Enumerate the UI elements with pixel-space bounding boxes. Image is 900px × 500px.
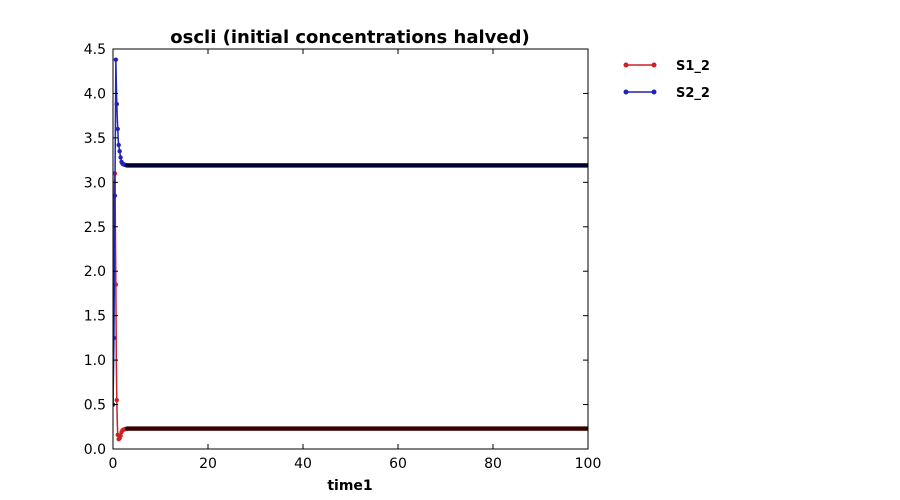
data-point: [114, 397, 120, 403]
y-axis: 0.0 0.5 1.0 1.5 2.0 2.5 3.0 3.5 4.0 4.5: [84, 42, 588, 458]
data-point: [585, 163, 588, 168]
x-tick-label: 60: [389, 456, 407, 472]
chart-title: oscli (initial concentrations halved): [170, 27, 529, 48]
series-line: [113, 173, 588, 441]
y-tick-label: 3.0: [84, 175, 106, 191]
legend-label: S1_2: [676, 59, 710, 74]
y-tick-label: 0.0: [84, 442, 106, 458]
x-tick-label: 80: [484, 456, 502, 472]
y-tick-label: 1.0: [84, 353, 106, 369]
data-point: [116, 142, 121, 148]
data-point: [113, 335, 117, 341]
x-tick-label: 40: [294, 456, 312, 472]
x-axis: 0 20 40 60 80 100: [109, 49, 602, 472]
y-tick-label: 4.5: [84, 42, 106, 58]
x-tick-label: 20: [199, 456, 217, 472]
data-point: [113, 193, 118, 198]
data-point: [118, 155, 123, 160]
series-S2_2: [113, 57, 588, 407]
y-tick-label: 2.0: [84, 264, 106, 280]
series-S1_2: [113, 171, 588, 442]
legend-item-S2_2: S2_2: [623, 86, 710, 101]
legend-marker: [623, 62, 629, 68]
data-point: [585, 426, 588, 431]
y-tick-label: 2.5: [84, 220, 106, 236]
y-tick-label: 3.5: [84, 131, 106, 147]
data-point: [115, 126, 120, 132]
legend-marker: [623, 89, 629, 95]
data-point: [117, 149, 122, 154]
x-axis-label: time1: [327, 478, 372, 494]
series-line: [113, 59, 588, 405]
data-point: [118, 433, 123, 438]
series-layer: [113, 57, 588, 442]
legend-item-S1_2: S1_2: [623, 59, 710, 74]
legend: S1_2 S2_2: [623, 59, 710, 101]
legend-marker: [651, 89, 657, 95]
legend-label: S2_2: [676, 86, 710, 101]
x-tick-label: 0: [109, 456, 118, 472]
data-point: [114, 101, 120, 107]
data-point: [113, 57, 119, 62]
y-tick-label: 4.0: [84, 86, 106, 102]
legend-marker: [651, 62, 657, 68]
y-tick-label: 0.5: [84, 398, 106, 414]
x-tick-label: 100: [575, 456, 602, 472]
y-tick-label: 1.5: [84, 309, 106, 325]
plot-frame: [112, 48, 589, 450]
